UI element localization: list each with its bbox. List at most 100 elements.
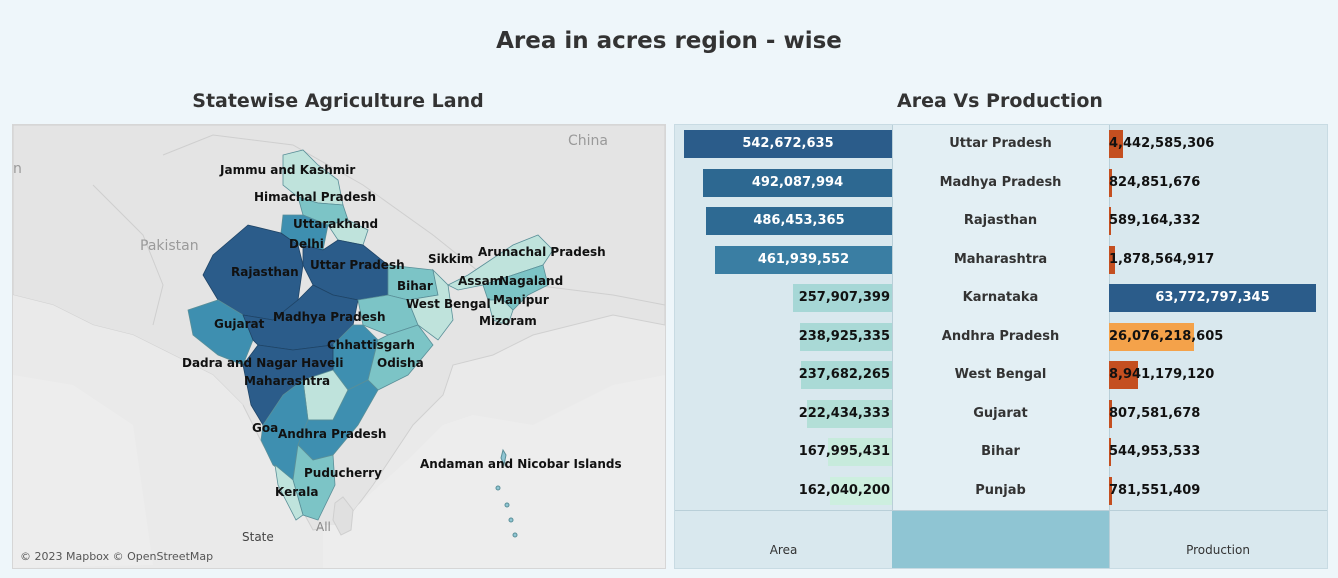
chart-row[interactable]: 461,939,552 Maharashtra 1,878,564,917 [675,241,1327,279]
map-attribution[interactable]: © 2023 Mapbox © OpenStreetMap [20,550,214,563]
area-bar[interactable] [684,130,892,158]
production-value-label: 1,878,564,917 [1109,251,1215,267]
chart-row[interactable]: 542,672,635 Uttar Pradesh 4,442,585,306 [675,125,1327,163]
production-value-label: 8,941,179,120 [1109,367,1215,382]
area-bar[interactable] [828,438,892,466]
state-kerala[interactable] [274,464,304,521]
label-puducherry: Puducherry [304,466,382,480]
label-sikkim: Sikkim [428,252,474,266]
nicobar-island-2[interactable] [504,502,510,508]
production-bar[interactable] [1109,438,1111,466]
label-kerala: Kerala [275,485,319,499]
area-bar[interactable] [800,322,892,351]
state-label: Uttar Pradesh [949,136,1052,151]
label-mizoram: Mizoram [479,314,537,328]
chart-row[interactable]: 238,925,335 Andhra Pradesh 26,076,218,605 [675,318,1327,356]
map-legend-value[interactable]: All [316,520,331,534]
label-hp: Himachal Pradesh [254,190,377,204]
production-value-label: 4,442,585,306 [1109,136,1215,151]
label-pakistan: Pakistan [140,238,199,254]
state-mizoram[interactable] [487,299,514,326]
area-bar[interactable] [706,207,892,235]
label-uk: Uttarakhand [293,217,379,231]
area-value-label: 461,939,552 [757,251,850,267]
dashboard-title: Area in acres region - wise [496,28,842,54]
state-label: Punjab [975,482,1026,498]
nicobar-island-4[interactable] [512,532,518,538]
production-bar[interactable] [1109,207,1111,235]
andaman-island[interactable] [500,448,507,467]
chart-row[interactable]: 162,040,200 Punjab 781,551,409 [675,472,1327,510]
label-andaman: Andaman and Nicobar Islands [420,457,622,471]
axis-divider [675,510,1327,511]
production-bar[interactable] [1109,130,1123,158]
label-bihar: Bihar [397,279,433,293]
label-goa: Goa [252,421,279,435]
production-bar[interactable] [1109,361,1138,389]
area-value-label: 238,925,335 [798,328,890,344]
bay-of-bengal [323,375,665,568]
production-bar[interactable] [1109,168,1112,197]
area-value-label: 492,087,994 [751,174,844,190]
column-divider [892,125,893,568]
area-vs-production-chart: 542,672,635 Uttar Pradesh 4,442,585,306 492… [674,124,1328,569]
area-value-label: 237,682,265 [798,367,890,382]
area-value-label: 167,995,431 [798,444,890,459]
arabian-sea-coast [13,295,243,425]
border-line-2 [92,184,164,326]
label-wb: West Bengal [406,297,491,311]
label-nagaland: Nagaland [499,274,564,288]
state-uttarakhand[interactable] [327,219,369,246]
label-manipur: Manipur [493,293,549,307]
area-bar[interactable] [830,476,892,505]
nicobar-island-3[interactable] [508,517,514,523]
production-bar[interactable] [1109,284,1316,312]
chart-row[interactable]: 486,453,365 Rajasthan 589,164,332 [675,202,1327,240]
area-value-label: 162,040,200 [798,482,890,498]
map-legend-field[interactable]: State [242,530,274,544]
state-madhya-pradesh[interactable] [242,284,359,351]
production-bar[interactable] [1109,322,1194,351]
chart-row[interactable]: 492,087,994 Madhya Pradesh 824,851,676 [675,164,1327,202]
area-bar[interactable] [801,361,892,389]
state-arunachal-assam[interactable] [447,234,554,291]
chart-row[interactable]: 222,434,333 Gujarat 807,581,678 [675,395,1327,433]
area-bar[interactable] [703,168,892,197]
production-value-label: 544,953,533 [1109,444,1201,459]
label-assam: Assam [458,274,503,288]
state-label: Maharashtra [953,251,1048,267]
production-bar[interactable] [1109,245,1115,274]
label-gujarat: Gujarat [214,317,265,331]
area-value-label: 486,453,365 [753,213,845,228]
production-value-label: 781,551,409 [1109,482,1201,498]
state-west-bengal[interactable] [407,268,454,341]
chart-row[interactable]: 257,907,399 Karnataka 63,772,797,345 [675,279,1327,317]
production-value-label: 63,772,797,345 [1155,290,1270,305]
label-rajasthan: Rajasthan [231,265,299,279]
production-axis-label: Production [1186,543,1250,557]
map-canvas [13,125,665,568]
production-value-label: 807,581,678 [1109,405,1201,421]
production-bar[interactable] [1109,476,1112,505]
area-axis-label: Area [769,543,798,557]
label-edge: n [13,161,22,177]
state-gujarat[interactable] [187,299,254,366]
india-map[interactable]: China Pakistan n Jammu and Kashmir Himac… [12,124,666,569]
state-label: Gujarat [973,405,1028,421]
state-label: Madhya Pradesh [939,174,1062,190]
chart-row[interactable]: 167,995,431 Bihar 544,953,533 [675,433,1327,471]
state-label: Andhra Pradesh [941,328,1060,344]
area-bar[interactable] [793,284,892,312]
state-label: Rajasthan [963,213,1038,228]
area-bar[interactable] [807,399,892,428]
area-bar[interactable] [715,245,892,274]
chart-row[interactable]: 237,682,265 West Bengal 8,941,179,120 [675,356,1327,394]
area-value-label: 257,907,399 [798,290,890,305]
nicobar-island[interactable] [495,485,501,491]
label-jk: Jammu and Kashmir [220,163,356,177]
chart-title: Area Vs Production [897,90,1103,112]
area-value-label: 222,434,333 [798,405,890,421]
state-axis-footer [892,511,1109,568]
production-bar[interactable] [1109,399,1112,428]
label-arunachal: Arunachal Pradesh [478,245,606,259]
